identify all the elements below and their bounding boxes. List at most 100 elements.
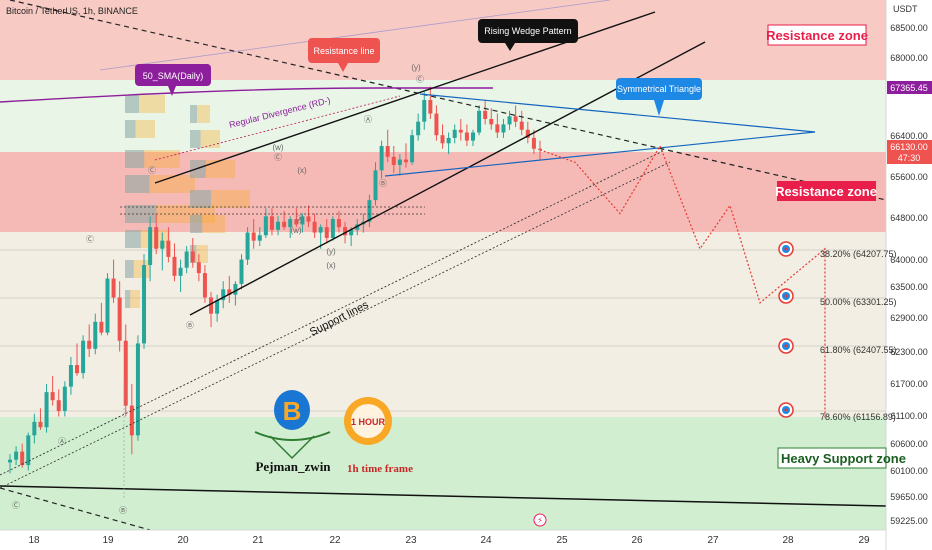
lightning-icon[interactable]: ⚡	[533, 513, 547, 527]
candle-body	[62, 386, 67, 412]
volume-profile-bar-value	[125, 175, 150, 193]
target-icon	[778, 338, 794, 354]
wave-label: Ⓐ	[296, 215, 304, 224]
current-price-tag-bg	[887, 140, 932, 164]
candle-body	[282, 221, 287, 228]
volume-profile-bar-value	[190, 105, 197, 123]
candle-body	[251, 232, 256, 241]
candle-body	[172, 256, 177, 276]
candle-body	[184, 251, 189, 268]
fib-labels: 38.20% (64207.75) 50.00% (63301.25) 61.80%…	[820, 249, 897, 422]
wave-label: Ⓑ	[119, 506, 127, 515]
wave-label: Ⓒ	[416, 75, 424, 84]
candle-body	[367, 200, 372, 222]
price-tick-label: 65600.00	[890, 172, 928, 182]
candle-body	[501, 124, 506, 133]
date-tick-label: 21	[252, 535, 264, 546]
date-tick-label: 20	[177, 535, 189, 546]
author-logo: B Pejman_zwin	[254, 390, 331, 474]
volume-profile-bar	[190, 190, 250, 208]
candle-body	[440, 135, 445, 144]
rising-wedge-callout: Rising Wedge Pattern	[478, 19, 578, 51]
sma-price-tag: 67365.45	[890, 83, 928, 93]
candle-body	[349, 229, 354, 236]
price-tick-label: 64800.00	[890, 213, 928, 223]
date-axis: 18 19 20 21 22 23 24 25 26 27 28 29	[28, 535, 870, 546]
wave-label: (x)	[297, 166, 307, 175]
candle-body	[538, 148, 542, 150]
candle-body	[525, 129, 530, 138]
candle-body	[318, 227, 323, 233]
candle-body	[178, 267, 183, 276]
candle-body	[117, 297, 122, 341]
candle-body	[483, 110, 488, 119]
candles-group	[8, 86, 542, 474]
volume-profile-bar	[190, 130, 220, 148]
candle-body	[385, 146, 390, 157]
symmetrical-triangle-callout: Symmetrical Triangle	[616, 78, 702, 116]
resistance-zone-mid-band	[0, 152, 886, 232]
price-tick-label: 59650.00	[890, 492, 928, 502]
candle-body	[355, 224, 360, 230]
candle-body	[306, 216, 311, 222]
candle-body	[434, 113, 439, 136]
candle-body	[166, 240, 171, 257]
candle-body	[300, 216, 305, 225]
price-tick-label: 66400.00	[890, 131, 928, 141]
candle-body	[458, 129, 463, 133]
wave-label: Ⓒ	[86, 235, 94, 244]
candle-body	[263, 216, 268, 236]
target-icon	[778, 241, 794, 257]
chart-title: Bitcoin / TetherUS, 1h, BINANCE	[6, 6, 138, 16]
candle-body	[56, 400, 61, 412]
target-icon	[778, 288, 794, 304]
candle-body	[81, 340, 86, 374]
candle-body	[142, 265, 147, 344]
volume-profile-bar	[125, 120, 155, 138]
fib-lines	[0, 249, 886, 412]
resistance-zone-mid-label: Resistance zone	[775, 181, 877, 201]
candle-body	[38, 421, 43, 428]
candle-body	[14, 451, 19, 460]
sma-callout-text: 50_SMA(Daily)	[143, 71, 204, 81]
date-tick-label: 28	[782, 535, 794, 546]
lower-dashed-line	[0, 487, 151, 530]
wave-label: (x)	[326, 261, 336, 270]
triangle-lower-line	[384, 131, 816, 177]
candle-body	[209, 297, 214, 314]
volume-profile-bar	[190, 160, 235, 178]
price-tick-label: 60100.00	[890, 466, 928, 476]
candle-body	[196, 262, 201, 274]
candle-body	[160, 240, 165, 249]
candle-body	[32, 421, 37, 436]
wave-label: Ⓒ	[148, 166, 156, 175]
volume-profile-bar-value	[125, 260, 134, 278]
time-axis-bg	[0, 530, 886, 550]
timeframe-text: 1h time frame	[347, 463, 413, 475]
date-tick-label: 26	[631, 535, 643, 546]
wave-label: Ⓒ	[12, 501, 20, 510]
wave-label: Ⓑ	[379, 179, 387, 188]
candle-body	[288, 219, 293, 228]
date-tick-label: 19	[102, 535, 114, 546]
candle-body	[416, 121, 421, 136]
svg-text:B: B	[283, 396, 302, 426]
candle-body	[135, 343, 140, 436]
volume-profile-bar-value	[190, 130, 201, 148]
candle-body	[221, 289, 226, 301]
resistance-line-callout: Resistance line	[308, 38, 380, 72]
candle-body	[343, 227, 348, 236]
candle-body	[68, 365, 73, 387]
support-line-1	[0, 149, 666, 476]
wave-label: Ⓐ	[58, 437, 66, 446]
candle-body	[446, 137, 451, 144]
countdown-tag: 47:30	[898, 153, 921, 163]
candle-body	[269, 216, 274, 230]
rising-wedge-callout-text: Rising Wedge Pattern	[484, 26, 571, 36]
price-tick-label: 60600.00	[890, 439, 928, 449]
volume-profile-bar	[190, 215, 225, 233]
volume-profile-bar-value	[125, 120, 136, 138]
